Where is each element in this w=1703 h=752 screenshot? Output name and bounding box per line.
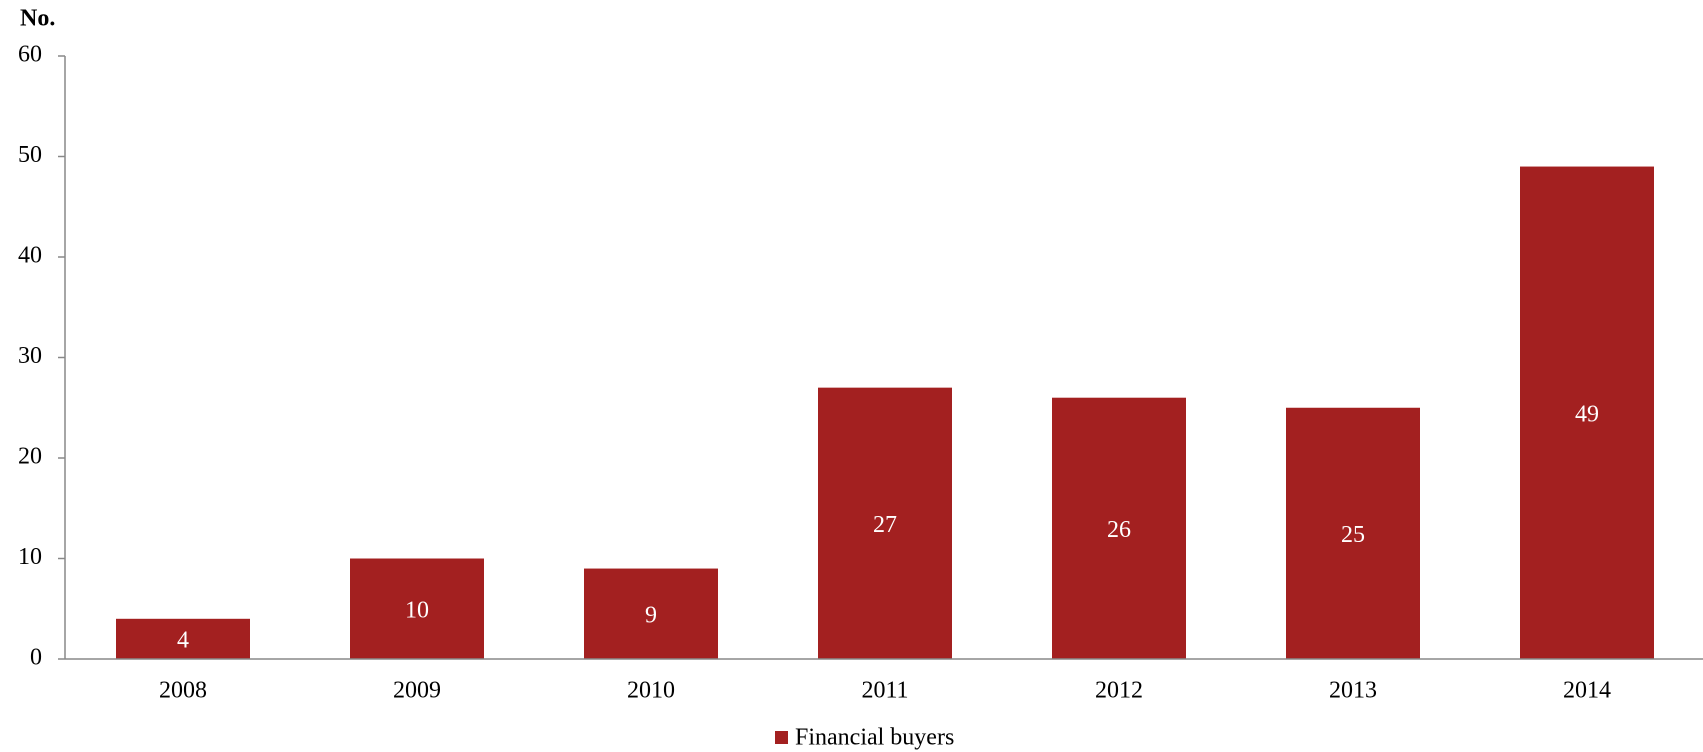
y-tick-label: 60 — [18, 42, 42, 68]
x-tick-label: 2009 — [393, 678, 441, 704]
x-tick-label: 2014 — [1563, 678, 1611, 704]
data-label: 26 — [1107, 517, 1131, 543]
x-tick-label: 2011 — [861, 678, 908, 704]
x-tick-label: 2010 — [627, 678, 675, 704]
bar — [1052, 397, 1186, 659]
bar — [1286, 407, 1420, 659]
x-tick-label: 2012 — [1095, 678, 1143, 704]
bar — [818, 387, 952, 659]
data-label: 9 — [645, 602, 657, 628]
y-tick-label: 50 — [18, 142, 42, 168]
data-label: 10 — [405, 597, 429, 623]
y-tick-label: 10 — [18, 544, 42, 570]
bar — [116, 618, 250, 659]
y-tick-label: 30 — [18, 343, 42, 369]
y-tick-label: 20 — [18, 444, 42, 470]
bar — [584, 568, 718, 659]
legend-swatch — [775, 731, 788, 744]
bar — [1520, 166, 1654, 660]
x-tick-label: 2008 — [159, 678, 207, 704]
y-tick-label: 40 — [18, 243, 42, 269]
y-axis-label: No. — [20, 6, 55, 32]
data-label: 25 — [1341, 522, 1365, 548]
y-tick-label: 0 — [30, 645, 42, 671]
data-label: 4 — [177, 627, 189, 653]
legend-label: Financial buyers — [795, 725, 954, 751]
data-label: 49 — [1575, 401, 1599, 427]
x-tick-label: 2013 — [1329, 678, 1377, 704]
bar — [350, 558, 484, 659]
data-label: 27 — [873, 512, 897, 538]
